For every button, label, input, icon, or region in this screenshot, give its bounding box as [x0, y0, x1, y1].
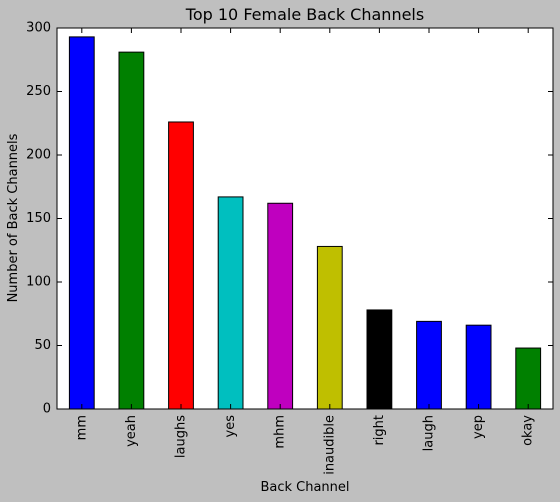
y-tick-label: 250	[26, 84, 51, 99]
bar-right	[366, 309, 393, 410]
x-tick-label: laughs	[174, 415, 189, 458]
x-ticks-group: mm yeah laughs yes mhm inaudible right laugh yep…	[74, 28, 536, 475]
x-tick-label: okay	[521, 415, 536, 446]
plot-frame	[56, 27, 554, 410]
bar-laugh	[416, 320, 442, 410]
y-axis-label: Number of Back Channels	[6, 133, 21, 302]
bar-yes	[217, 196, 244, 410]
bar-okay	[515, 347, 542, 410]
y-tick-label: 200	[26, 148, 51, 163]
bar-mhm	[267, 202, 294, 410]
y-tick-label: 150	[26, 211, 51, 226]
bars-group	[68, 36, 542, 410]
bar-inaudible	[316, 245, 343, 410]
y-ticks-group: 0 50 100 150 200 250 300	[26, 21, 553, 417]
y-tick-label: 100	[26, 275, 51, 290]
x-tick-label: right	[372, 415, 387, 446]
x-tick-label: yeah	[124, 415, 139, 447]
y-tick-label: 50	[34, 338, 51, 353]
x-tick-label: yep	[471, 415, 486, 439]
x-tick-label: mhm	[273, 415, 288, 449]
x-tick-label: mm	[74, 415, 89, 440]
y-tick-label: 0	[43, 402, 51, 417]
bar-yeah	[118, 51, 145, 410]
bar-yep	[465, 324, 492, 410]
x-tick-label: laugh	[422, 415, 437, 451]
x-axis-label: Back Channel	[260, 480, 349, 495]
bar-laughs	[168, 121, 194, 410]
x-tick-label: inaudible	[322, 415, 337, 475]
bar-mm	[68, 36, 95, 410]
chart-title: Top 10 Female Back Channels	[185, 5, 424, 24]
y-tick-label: 300	[26, 21, 51, 36]
x-tick-label: yes	[223, 415, 238, 438]
